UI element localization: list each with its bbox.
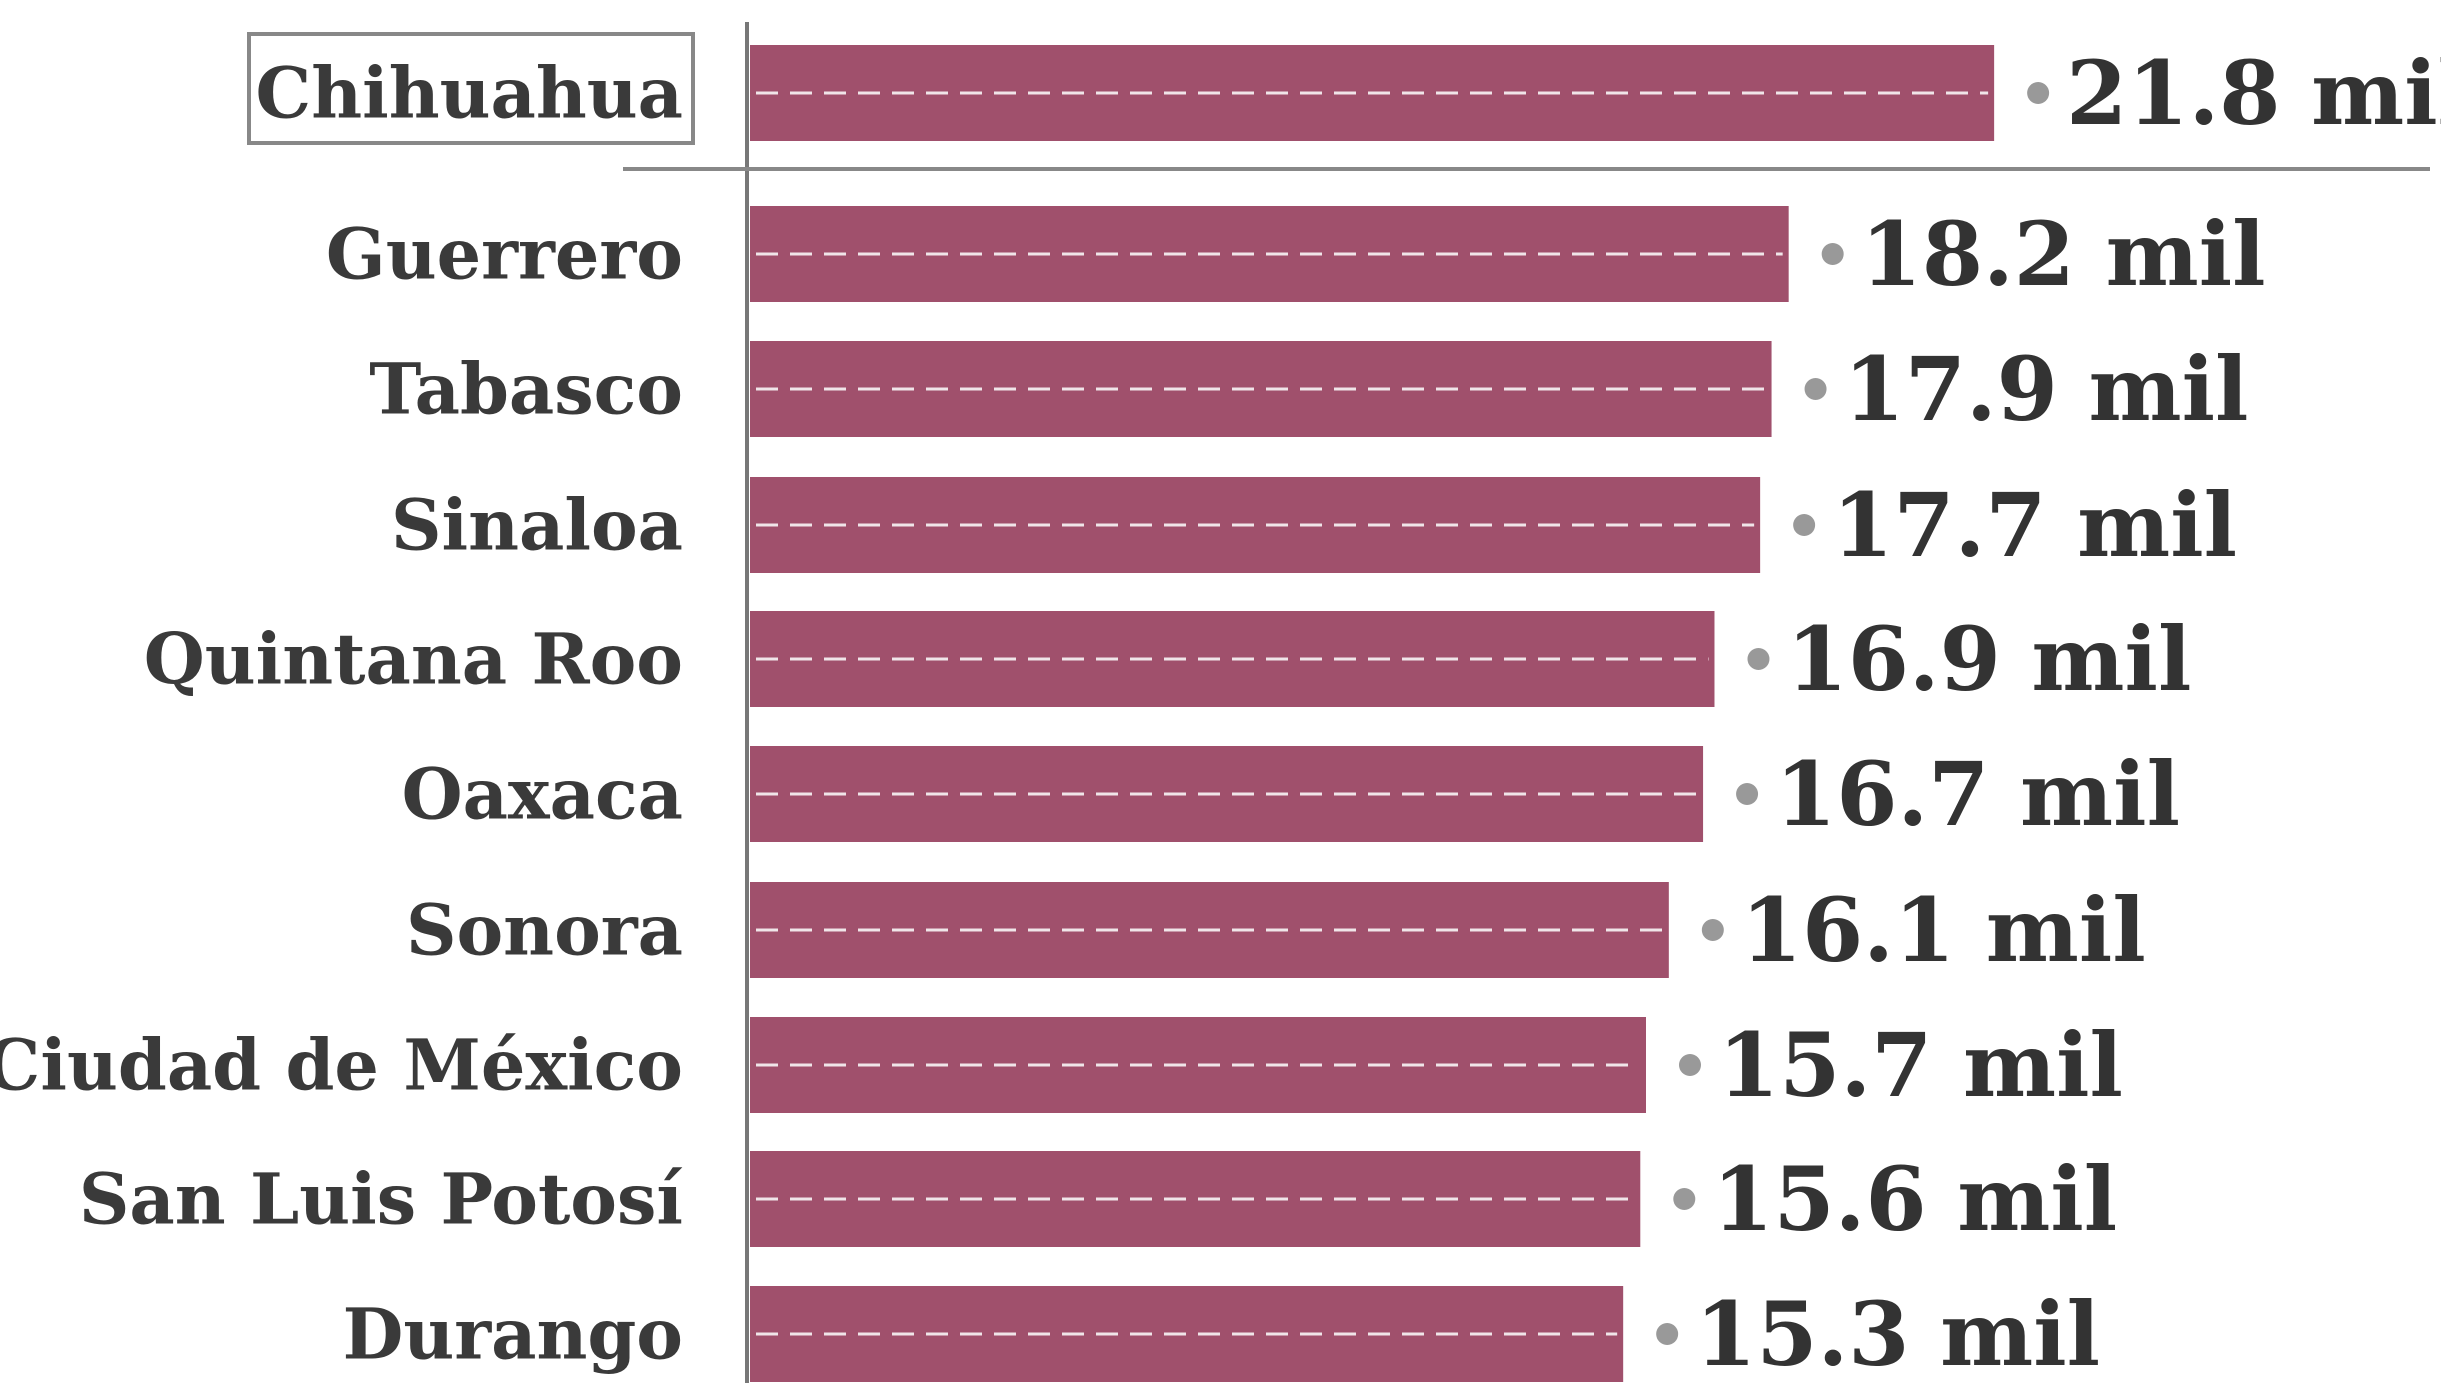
- value-label: 15.3 mil: [1695, 1282, 2100, 1383]
- highlight-box: [247, 32, 695, 145]
- value-dot: [1701, 919, 1724, 941]
- value-dot: [1736, 783, 1759, 805]
- category-label: Chihuahua: [256, 52, 684, 135]
- value-label: 21.8 mil: [2066, 41, 2441, 145]
- value-dot: [2027, 82, 2050, 104]
- category-label: Sinaloa: [391, 484, 683, 567]
- value-label: 16.7 mil: [1775, 742, 2180, 846]
- category-label: San Luis Potosí: [79, 1158, 683, 1241]
- value-label: 16.1 mil: [1741, 878, 2146, 982]
- value-label: 17.9 mil: [1844, 337, 2249, 441]
- value-dot: [1821, 243, 1844, 265]
- bar: [750, 341, 1772, 437]
- value-label: 15.7 mil: [1718, 1013, 2123, 1117]
- value-dot: [1656, 1323, 1679, 1345]
- value-dot: [1673, 1188, 1696, 1210]
- category-label: Sonora: [406, 889, 683, 972]
- category-label: Oaxaca: [402, 753, 683, 836]
- value-label: 15.6 mil: [1712, 1147, 2117, 1251]
- value-label: 16.9 mil: [1786, 607, 2191, 711]
- value-dot: [1793, 514, 1816, 536]
- value-dot: [1678, 1054, 1701, 1076]
- category-label: Guerrero: [326, 213, 683, 296]
- value-dot: [1804, 378, 1827, 400]
- bar: [750, 1286, 1624, 1382]
- value-dot: [1747, 648, 1770, 670]
- value-label: 18.2 mil: [1861, 202, 2266, 306]
- category-label: Quintana Roo: [144, 618, 683, 701]
- category-label: Tabasco: [369, 348, 683, 431]
- value-label: 17.7 mil: [1832, 473, 2237, 577]
- category-label: Durango: [343, 1293, 683, 1376]
- category-label: Ciudad de México: [0, 1024, 683, 1107]
